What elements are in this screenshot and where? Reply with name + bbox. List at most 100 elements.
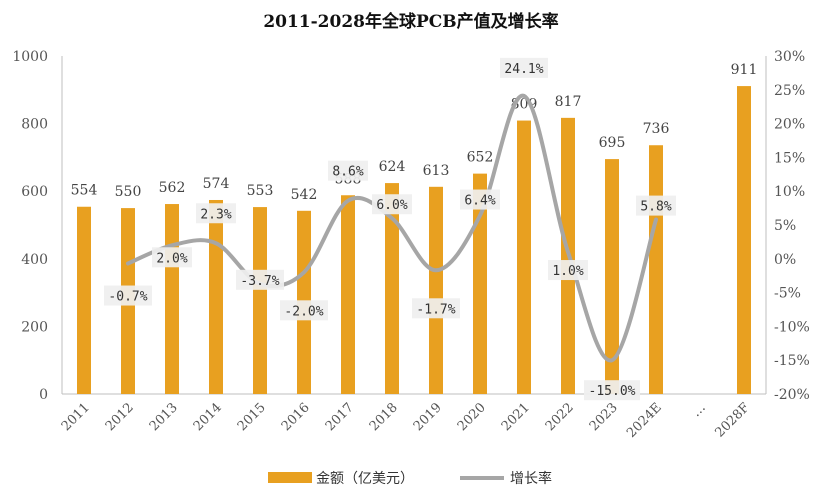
- legend-line-label: 增长率: [510, 470, 552, 487]
- y-axis-right: -20% -15% -10% -5% 0% 5% 10% 15% 20% 25% 30%: [765, 49, 810, 403]
- bar-value-label: 554: [71, 183, 98, 199]
- bar-value-label: 542: [291, 187, 318, 203]
- bar-value-label: 736: [643, 121, 670, 137]
- y-right-tick-label: 20%: [774, 117, 805, 133]
- bar-value-label: 817: [555, 94, 582, 110]
- y-left-tick-label: 200: [21, 319, 48, 335]
- bar: [649, 145, 663, 394]
- y-right-tick-label: -10%: [774, 319, 810, 335]
- y-right-tick-label: 25%: [774, 83, 805, 99]
- growth-value-label: -2.0%: [280, 300, 328, 321]
- growth-label-box: [548, 260, 588, 281]
- y-right-tick-label: 5%: [774, 218, 796, 234]
- growth-label-text: -0.7%: [108, 290, 147, 305]
- growth-label-text: 1.0%: [552, 264, 583, 279]
- growth-label-box: [584, 380, 640, 401]
- growth-label-text: -15.0%: [589, 384, 636, 399]
- bar-value-label: 574: [203, 176, 230, 192]
- legend-bar-label: 金额（亿美元）: [316, 471, 414, 487]
- x-tick-label: 2018: [367, 400, 401, 434]
- growth-value-label: 1.0%: [548, 260, 588, 281]
- y-right-tick-label: 15%: [774, 150, 805, 166]
- x-tick-label: 2022: [543, 400, 577, 434]
- y-left-tick-label: 800: [21, 117, 48, 133]
- y-right-tick-label: -5%: [774, 286, 801, 302]
- growth-label-box: [152, 247, 192, 268]
- bar: [429, 186, 443, 394]
- bar-series: [77, 86, 751, 395]
- bar: [517, 120, 531, 395]
- growth-value-label: -3.7%: [236, 269, 284, 290]
- x-tick-label: 2028F: [712, 400, 752, 440]
- growth-label-text: 6.4%: [464, 194, 495, 209]
- bar: [209, 199, 223, 394]
- x-tick-label: 2023: [587, 400, 621, 434]
- growth-value-labels: -0.7% 2.0% 2.3% -3.7% -2.0% 8.6% 6.0% -1.7% 6.4%…: [104, 57, 676, 401]
- growth-series: [126, 93, 658, 363]
- bar: [737, 86, 751, 394]
- legend-bar-swatch: [268, 472, 312, 483]
- growth-value-label: -1.7%: [412, 298, 460, 319]
- growth-label-box: [460, 189, 500, 210]
- bar-value-label: 550: [115, 184, 142, 200]
- growth-label-box: [636, 195, 676, 216]
- growth-label-box: [328, 160, 368, 181]
- y-left-tick-label: 400: [21, 252, 48, 268]
- x-tick-label: 2011: [59, 400, 93, 434]
- growth-label-text: 6.0%: [376, 198, 407, 213]
- x-axis: 2011 2012 2013 2014 2015 2016 2017 2018 2019 2020…: [59, 393, 766, 441]
- growth-label-box: [372, 194, 412, 215]
- chart-title: 2011-2028年全球PCB产值及增长率: [263, 11, 558, 32]
- y-left-tick-label: 0: [39, 387, 48, 403]
- growth-label-box: [236, 269, 284, 290]
- y-right-tick-label: 0%: [774, 252, 796, 268]
- bar: [605, 159, 619, 394]
- growth-label-text: 5.8%: [640, 200, 671, 215]
- growth-value-label: 2.3%: [196, 203, 236, 224]
- growth-label-box: [412, 298, 460, 319]
- growth-label-box: [104, 285, 152, 306]
- growth-label-box: [280, 300, 328, 321]
- growth-label-box: [196, 203, 236, 224]
- x-tick-label: 2013: [147, 400, 181, 434]
- bar: [77, 206, 91, 394]
- bar-value-label: 553: [247, 183, 274, 199]
- bar: [341, 195, 355, 394]
- growth-value-label: -15.0%: [584, 380, 640, 401]
- x-tick-label: 2021: [499, 400, 533, 434]
- x-tick-label: 2017: [323, 400, 357, 434]
- growth-label-text: 24.1%: [504, 62, 543, 77]
- x-tick-label: 2024E: [624, 400, 665, 441]
- bar-value-label: 624: [379, 159, 406, 175]
- bar-value-label: 911: [731, 62, 758, 78]
- growth-label-text: -2.0%: [284, 304, 323, 319]
- growth-value-label: 5.8%: [636, 195, 676, 216]
- growth-value-label: 8.6%: [328, 160, 368, 181]
- growth-label-text: -1.7%: [416, 302, 455, 317]
- y-left-tick-label: 600: [21, 184, 48, 200]
- bar: [253, 207, 267, 394]
- x-tick-label: 2015: [235, 400, 269, 434]
- bar-value-label: 613: [423, 163, 450, 179]
- x-tick-label: 2014: [191, 400, 225, 434]
- growth-line-path: [126, 93, 658, 363]
- bar-value-label: 562: [159, 180, 186, 196]
- x-tick-label: 2020: [455, 400, 489, 434]
- growth-label-text: -3.7%: [240, 274, 279, 289]
- growth-label-text: 2.3%: [200, 207, 231, 222]
- bar: [165, 204, 179, 394]
- bar-value-label: 695: [599, 135, 626, 151]
- growth-value-label: 6.4%: [460, 189, 500, 210]
- y-right-tick-label: 10%: [774, 184, 805, 200]
- bar-value-label: 652: [467, 150, 494, 166]
- x-tick-label: …: [689, 400, 709, 420]
- growth-value-label: 6.0%: [372, 194, 412, 215]
- x-tick-label: 2012: [103, 400, 137, 434]
- growth-label-box: [500, 57, 548, 78]
- y-right-tick-label: -20%: [774, 387, 810, 403]
- y-axis-left: 0 200 400 600 800 1000: [12, 49, 63, 403]
- bar: [385, 183, 399, 394]
- y-right-tick-label: 30%: [774, 49, 805, 65]
- x-tick-label: 2016: [279, 400, 313, 434]
